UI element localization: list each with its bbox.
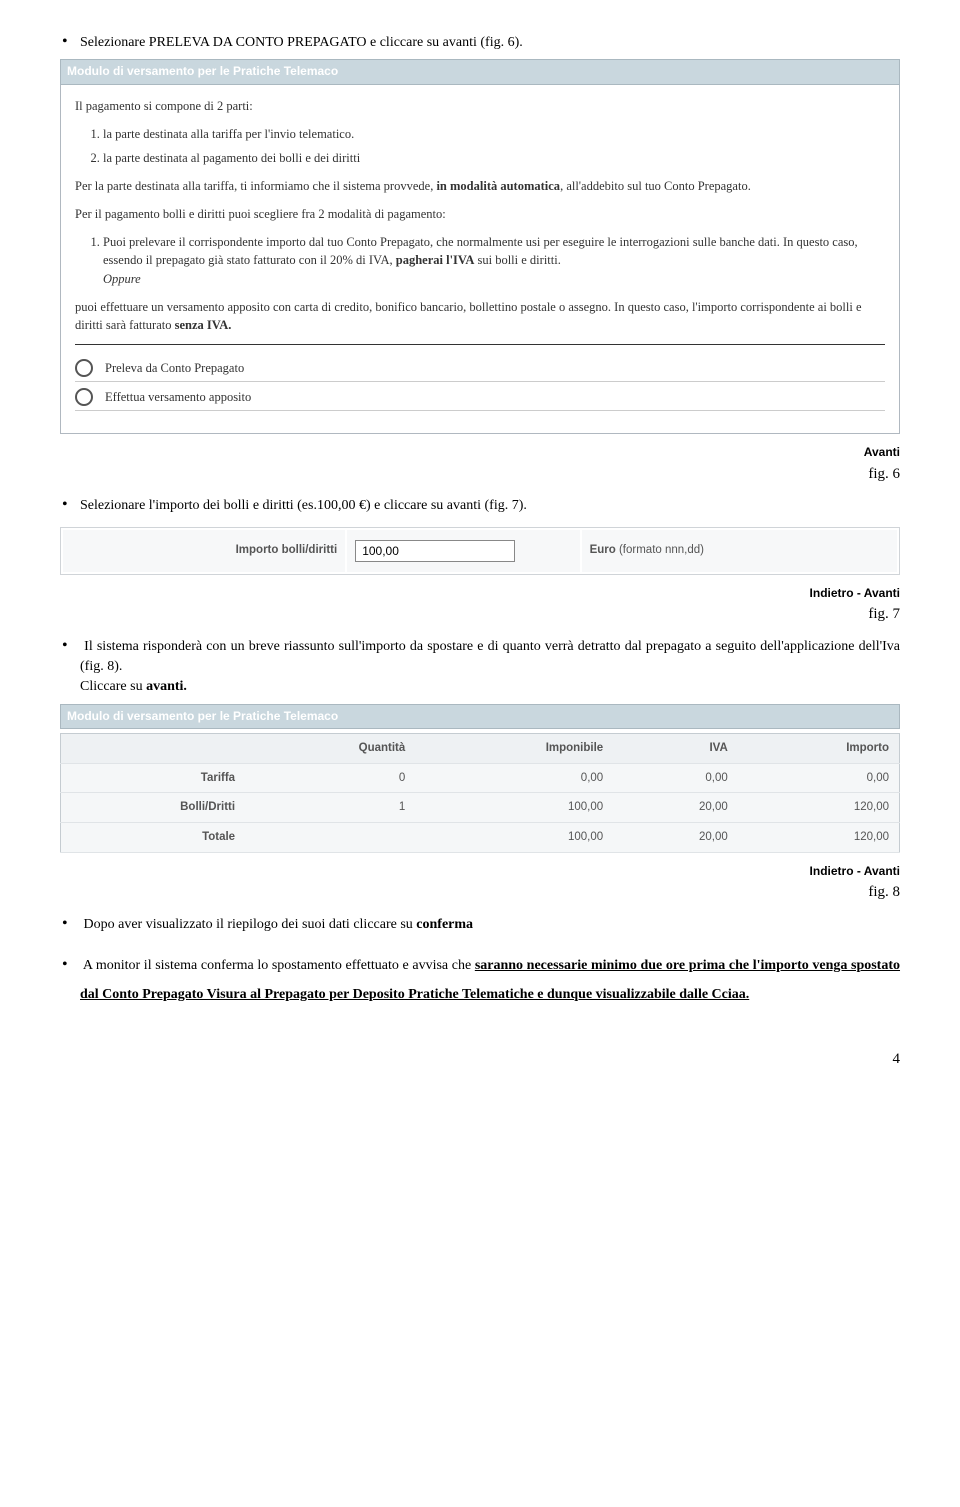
bullet-list-5: A monitor il sistema conferma lo spostam… — [60, 949, 900, 1009]
cell: 0,00 — [415, 763, 613, 793]
cell: 1 — [245, 793, 415, 823]
cell-label: Tariffa — [61, 763, 246, 793]
nav-row-1: Indietro - Avanti — [60, 585, 900, 602]
panel-li1: la parte destinata alla tariffa per l'in… — [103, 125, 885, 143]
bullet4a: Dopo aver visualizzato il riepilogo dei … — [84, 917, 417, 932]
module-header-1: Modulo di versamento per le Pratiche Tel… — [60, 59, 900, 84]
panel-p1: Il pagamento si compone di 2 parti: — [75, 97, 885, 115]
amount-table: Importo bolli/diritti Euro (formato nnn,… — [60, 527, 900, 575]
bullet3b: Cliccare su — [80, 679, 146, 694]
amount-label: Importo bolli/diritti — [63, 530, 345, 572]
radio-icon — [75, 359, 93, 377]
cell: 100,00 — [415, 793, 613, 823]
table-row-total: Totale 100,00 20,00 120,00 — [61, 823, 900, 853]
bullet5a: A monitor il sistema conferma lo spostam… — [83, 958, 475, 973]
panel-p2a: Per la parte destinata alla tariffa, ti … — [75, 179, 436, 193]
panel-li3c: sui bolli e diritti. — [474, 253, 560, 267]
cell: 0 — [245, 763, 415, 793]
bullet3c: avanti. — [146, 679, 187, 694]
bullet-sistema: Il sistema risponderà con un breve riass… — [80, 634, 900, 698]
bullet-list-3: Il sistema risponderà con un breve riass… — [60, 634, 900, 698]
page-number: 4 — [60, 1049, 900, 1071]
cell: 20,00 — [613, 793, 738, 823]
amount-input[interactable] — [355, 540, 515, 562]
th-iva: IVA — [613, 734, 738, 764]
table-row: Tariffa 0 0,00 0,00 0,00 — [61, 763, 900, 793]
cell: 20,00 — [613, 823, 738, 853]
panel-p3: Per il pagamento bolli e diritti puoi sc… — [75, 205, 885, 223]
cell: 0,00 — [738, 763, 900, 793]
bullet-conferma: Dopo aver visualizzato il riepilogo dei … — [80, 912, 900, 935]
nav-avanti-1[interactable]: Avanti — [60, 444, 900, 461]
bullet-list-4: Dopo aver visualizzato il riepilogo dei … — [60, 912, 900, 935]
fig6-label: fig. 6 — [60, 464, 900, 486]
amount-hint-rest: (formato nnn,dd) — [616, 544, 704, 556]
fig8-label: fig. 8 — [60, 882, 900, 904]
table-row: Bolli/Dritti 1 100,00 20,00 120,00 — [61, 793, 900, 823]
table-header-row: Quantità Imponibile IVA Importo — [61, 734, 900, 764]
cell: 120,00 — [738, 823, 900, 853]
cell-label: Bolli/Dritti — [61, 793, 246, 823]
radio-preleva[interactable]: Preleva da Conto Prepagato — [75, 359, 885, 382]
nav-sep: - — [854, 586, 864, 600]
cell: 0,00 — [613, 763, 738, 793]
nav-avanti-3[interactable]: Avanti — [864, 864, 900, 878]
panel-ol-1: la parte destinata alla tariffa per l'in… — [75, 125, 885, 167]
nav-indietro-1[interactable]: Indietro — [810, 586, 854, 600]
bullet-importo: Selezionare l'importo dei bolli e diritt… — [80, 493, 900, 516]
cell: 100,00 — [415, 823, 613, 853]
panel-li3: Puoi prelevare il corrispondente importo… — [103, 233, 885, 287]
panel-ol-2: Puoi prelevare il corrispondente importo… — [75, 233, 885, 287]
th-imponibile: Imponibile — [415, 734, 613, 764]
module-header-2: Modulo di versamento per le Pratiche Tel… — [60, 704, 900, 729]
amount-hint: Euro (formato nnn,dd) — [582, 530, 897, 572]
panel-li3d: Oppure — [103, 272, 141, 286]
panel-p4: puoi effettuare un versamento apposito c… — [75, 298, 885, 334]
fig7-label: fig. 7 — [60, 604, 900, 626]
panel-p4b: senza IVA. — [175, 318, 232, 332]
radio-icon — [75, 388, 93, 406]
bullet4b: conferma — [416, 917, 473, 932]
th-importo: Importo — [738, 734, 900, 764]
payment-panel: Il pagamento si compone di 2 parti: la p… — [60, 85, 900, 435]
radio-label: Effettua versamento apposito — [105, 388, 251, 406]
amount-hint-bold: Euro — [590, 544, 616, 556]
radio-versamento[interactable]: Effettua versamento apposito — [75, 388, 885, 411]
summary-table: Quantità Imponibile IVA Importo Tariffa … — [60, 733, 900, 853]
nav-sep: - — [854, 864, 864, 878]
amount-input-cell — [347, 530, 579, 572]
bullet-list-1: Selezionare PRELEVA DA CONTO PREPAGATO e… — [60, 30, 900, 53]
th-empty — [61, 734, 246, 764]
bullet3a: Il sistema risponderà con un breve riass… — [80, 639, 900, 674]
cell-label: Totale — [61, 823, 246, 853]
nav-row-2: Indietro - Avanti — [60, 863, 900, 880]
panel-divider — [75, 344, 885, 345]
panel-p2c: , all'addebito sul tuo Conto Prepagato. — [560, 179, 751, 193]
nav-indietro-2[interactable]: Indietro — [810, 864, 854, 878]
bullet-intro: Selezionare PRELEVA DA CONTO PREPAGATO e… — [80, 30, 900, 53]
panel-p2: Per la parte destinata alla tariffa, ti … — [75, 177, 885, 195]
cell — [245, 823, 415, 853]
bullet-monitor: A monitor il sistema conferma lo spostam… — [80, 949, 900, 1009]
cell: 120,00 — [738, 793, 900, 823]
panel-li3b: pagherai l'IVA — [396, 253, 475, 267]
bullet-list-2: Selezionare l'importo dei bolli e diritt… — [60, 493, 900, 516]
radio-label: Preleva da Conto Prepagato — [105, 359, 244, 377]
panel-p2b: in modalità automatica — [436, 179, 560, 193]
panel-li2: la parte destinata al pagamento dei boll… — [103, 149, 885, 167]
nav-avanti-2[interactable]: Avanti — [864, 586, 900, 600]
th-quantita: Quantità — [245, 734, 415, 764]
